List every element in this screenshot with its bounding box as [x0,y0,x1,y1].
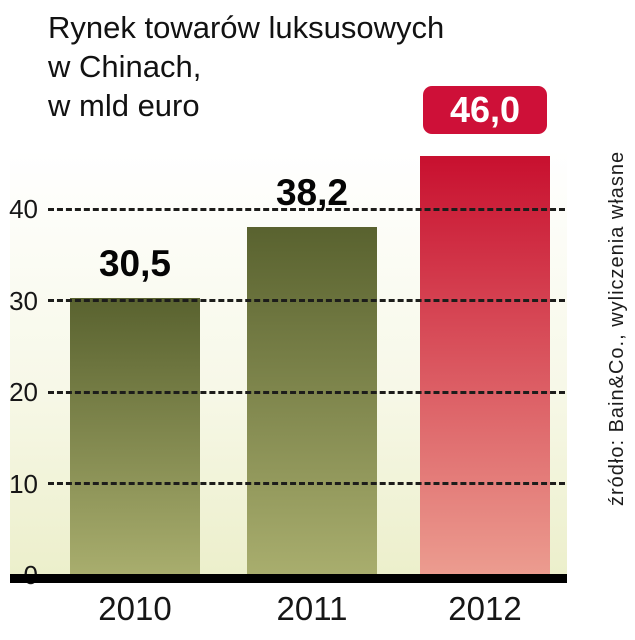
bar-2012 [420,156,550,577]
value-badge-text: 46,0 [449,89,521,130]
value-label-2010: 30,5 [98,243,171,284]
gridline-20 [48,391,565,394]
chart-title-line-1: Rynek towarów luksusowych [48,10,445,45]
value-label-2011: 38,2 [275,172,348,213]
ytick-20: 20 [9,377,38,407]
bar-2011 [247,227,377,577]
gridline-40 [48,208,565,211]
ytick-40: 40 [9,194,38,224]
chart-title: Rynek towarów luksusowych w Chinach, w m… [48,8,444,125]
chart-title-line-3: w mld euro [48,88,200,123]
x-axis-line [10,574,567,583]
gridline-10 [48,482,565,485]
source-note: źródło: Bain&Co., wyliczenia własne [606,150,628,506]
value-badge-2012: 46,0 [423,86,547,134]
ytick-30: 30 [9,286,38,316]
x-label-2012: 2012 [448,590,522,627]
ytick-10: 10 [9,469,38,499]
gridline-30 [48,299,565,302]
bar-2010 [70,298,200,577]
chart-title-line-2: w Chinach, [48,49,202,84]
x-label-2011: 2011 [276,590,348,627]
plot-area [10,150,567,577]
x-label-2010: 2010 [98,590,172,627]
